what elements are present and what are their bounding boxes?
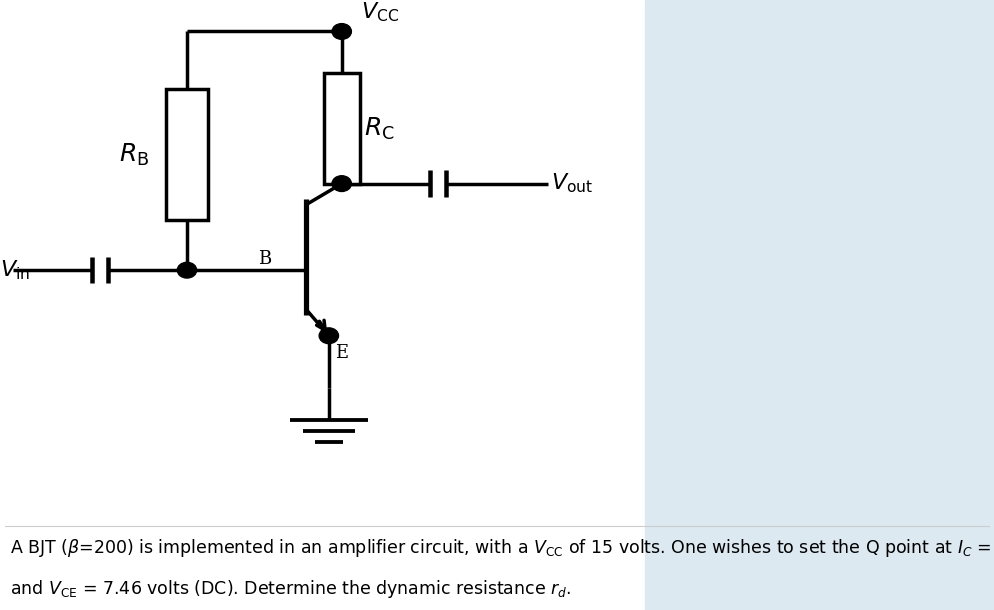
Text: A BJT ($\beta$=200) is implemented in an amplifier circuit, with a $V_{\rm CC}$ : A BJT ($\beta$=200) is implemented in an… (10, 537, 994, 559)
Text: $R_{\rm B}$: $R_{\rm B}$ (119, 142, 149, 168)
Circle shape (332, 176, 351, 192)
Circle shape (332, 24, 351, 39)
Bar (0, 0, 644, 610)
Text: and $V_{\rm CE}$ = 7.46 volts (DC). Determine the dynamic resistance $r_d$.: and $V_{\rm CE}$ = 7.46 volts (DC). Dete… (10, 578, 571, 600)
Text: $V_{\rm out}$: $V_{\rm out}$ (551, 172, 592, 195)
Circle shape (319, 328, 338, 343)
Text: $V_{\rm in}$: $V_{\rm in}$ (0, 259, 30, 282)
Text: E: E (335, 343, 348, 362)
Text: B: B (257, 249, 270, 268)
Text: C: C (347, 160, 360, 178)
Text: $R_{\rm C}$: $R_{\rm C}$ (364, 115, 395, 142)
Bar (323, 73, 360, 184)
Bar (166, 89, 208, 220)
Circle shape (177, 262, 197, 278)
Text: $V_{\rm CC}$: $V_{\rm CC}$ (361, 0, 399, 24)
Bar (644, 0, 994, 610)
